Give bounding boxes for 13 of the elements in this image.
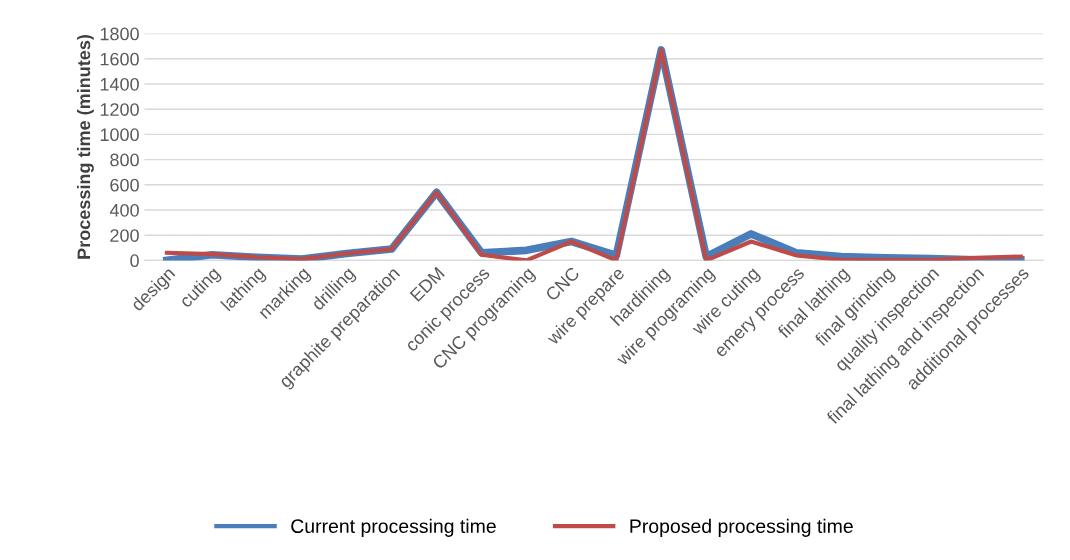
legend-label: Current processing time [291, 518, 496, 537]
legend-label: Proposed processing time [630, 518, 853, 537]
y-tick-label: 400 [109, 203, 139, 217]
y-tick-label: 200 [110, 229, 139, 242]
y-tick-label: 1800 [100, 27, 139, 41]
y-tick-label: 600 [110, 178, 139, 192]
y-tick-label: 1200 [100, 103, 139, 116]
y-tick-label: 0 [130, 254, 139, 268]
y-tick-label: 800 [110, 153, 139, 167]
y-tick-label: 1400 [100, 77, 139, 91]
y-axis-title: Processing time (minutes) [76, 35, 94, 259]
y-tick-label: 1000 [100, 128, 139, 142]
y-tick-label: 1600 [100, 52, 139, 66]
